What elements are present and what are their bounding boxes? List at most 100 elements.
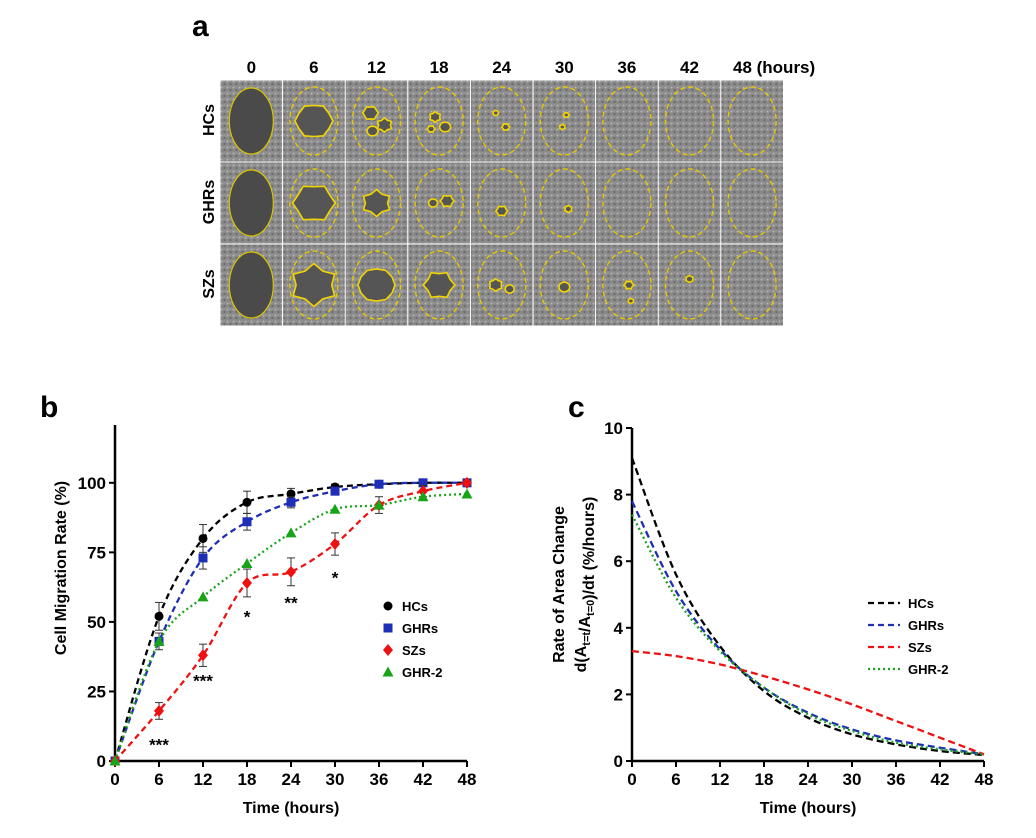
scratch-image-cell — [596, 244, 658, 326]
y-axis-label-line2: d(At=t/At=0)/dt (%/hours) — [573, 497, 598, 673]
significance-annotation: ** — [284, 593, 298, 612]
hour-label: 12 — [367, 58, 386, 77]
hour-label: 42 — [680, 58, 699, 77]
hour-label: 30 — [554, 58, 574, 77]
x-tick-label: 48 — [458, 770, 477, 789]
x-tick-label: 6 — [671, 770, 680, 789]
x-tick-label: 0 — [627, 770, 636, 789]
legend-label: HCs — [908, 596, 934, 611]
x-tick-label: 30 — [326, 770, 345, 789]
y-axis-label: Cell Migration Rate (%) — [53, 481, 70, 655]
significance-annotation: *** — [193, 671, 213, 690]
series-line-SZs — [631, 649, 985, 756]
series-line-GHRs — [630, 500, 985, 756]
scratch-image-cell — [283, 162, 345, 244]
data-point — [242, 576, 252, 589]
legend-item: HCs — [868, 596, 934, 611]
legend-label: HCs — [402, 599, 428, 614]
y-tick-label: 0 — [97, 752, 106, 771]
scratch-image-cell — [658, 244, 721, 326]
x-tick-label: 18 — [238, 770, 257, 789]
fit-curve — [114, 481, 468, 762]
x-tick-label: 24 — [282, 770, 301, 789]
legend-swatch — [382, 666, 394, 677]
x-tick-label: 48 — [975, 770, 994, 789]
data-point — [241, 557, 253, 568]
scratch-image-cell — [220, 162, 283, 244]
y-tick-label: 4 — [614, 619, 624, 638]
legend-item: GHRs — [868, 618, 944, 633]
row-label: GHRs — [201, 179, 218, 225]
x-tick-label: 36 — [370, 770, 389, 789]
chart-b-migration-rate: b 0 6 12 18 24 30 36 42 48 0 25 50 75 100 Time (hours) C… — [40, 391, 477, 817]
significance-annotation: * — [332, 568, 339, 587]
y-tick-label: 0 — [614, 752, 623, 771]
panel-c-letter: c — [568, 391, 585, 424]
panel-b-letter: b — [40, 391, 58, 424]
scratch-image-cell — [345, 244, 408, 326]
legend-label: GHRs — [908, 618, 944, 633]
scratch-image-cell — [596, 162, 658, 244]
legend-label: SZs — [908, 640, 932, 655]
scratch-image-cell — [283, 244, 345, 326]
data-point — [153, 635, 165, 646]
scratch-image-cell — [470, 244, 533, 326]
data-point — [417, 491, 429, 502]
data-point — [154, 611, 164, 621]
scratch-image-cell — [596, 80, 658, 162]
y-tick-label: 75 — [87, 543, 106, 562]
x-tick-label: 42 — [414, 770, 433, 789]
scratch-image-cell — [533, 244, 596, 326]
scratch-image-cell — [470, 162, 533, 244]
scratch-image-cell — [408, 80, 470, 162]
data-point — [198, 533, 208, 543]
scratch-image-cell — [220, 80, 283, 162]
hour-label: 6 — [309, 58, 319, 77]
x-tick-label: 36 — [887, 770, 906, 789]
scratch-image-cell — [408, 244, 470, 326]
migration-image-grid — [220, 80, 783, 326]
significance-annotation: * — [244, 607, 251, 626]
x-tick-label: 12 — [194, 770, 213, 789]
row-label: SZs — [201, 269, 218, 299]
scratch-image-cell — [721, 162, 783, 244]
fit-curve — [113, 492, 468, 762]
data-point — [373, 499, 385, 510]
legend-swatch — [383, 601, 393, 611]
y-tick-label: 8 — [614, 486, 623, 505]
y-tick-label: 25 — [87, 682, 106, 701]
significance-annotation: *** — [149, 735, 169, 754]
legend-item: GHR-2 — [868, 662, 948, 677]
scratch-image-cell — [408, 162, 470, 244]
y-tick-label: 100 — [78, 474, 106, 493]
scratch-image-cell — [658, 162, 721, 244]
data-point — [154, 704, 164, 717]
hour-label: 48 (hours) — [733, 58, 816, 77]
series-line-GHR-2 — [630, 514, 985, 756]
fit-curve — [113, 481, 468, 762]
data-point — [285, 527, 297, 538]
hour-label: 24 — [492, 58, 512, 77]
x-tick-label: 18 — [755, 770, 774, 789]
data-point — [198, 553, 208, 563]
legend-item: GHRs — [383, 621, 438, 636]
legend-label: GHR-2 — [402, 665, 442, 680]
data-point — [462, 476, 472, 489]
data-point — [286, 489, 296, 499]
hour-label: 18 — [429, 58, 449, 77]
data-point — [198, 649, 208, 662]
series-GHR-2 — [109, 488, 473, 766]
data-point — [109, 755, 121, 766]
legend-label: GHR-2 — [908, 662, 948, 677]
data-point — [197, 591, 209, 602]
x-tick-label: 30 — [843, 770, 862, 789]
data-point — [286, 565, 296, 578]
y-tick-label: 10 — [604, 419, 623, 438]
data-point — [242, 497, 252, 507]
data-point — [374, 479, 384, 489]
legend-item: SZs — [383, 643, 426, 658]
data-point — [418, 485, 428, 498]
series-line-HCs — [630, 457, 985, 757]
row-label: HCs — [201, 104, 218, 137]
